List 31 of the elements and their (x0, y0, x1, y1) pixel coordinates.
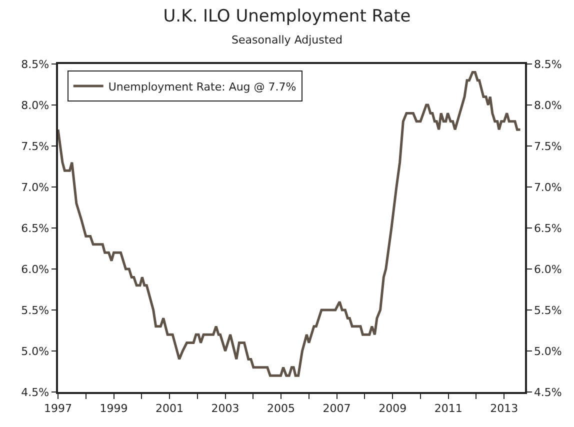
x-tick-label: 2009 (378, 402, 407, 415)
y-tick-label: 5.0% (21, 344, 50, 358)
y-tick-label: 5.5% (21, 304, 50, 317)
y2-tick-label: 6.0% (534, 262, 562, 276)
y-tick-label: 6.0% (21, 262, 50, 276)
y2-tick-label: 7.0% (534, 180, 562, 194)
x-tick-label: 1999 (100, 402, 128, 415)
y2-tick-label: 4.5% (534, 386, 562, 399)
x-tick-label: 2013 (490, 402, 518, 415)
y-tick-label: 6.5% (21, 222, 50, 235)
y-tick-label: 8.5% (21, 58, 50, 71)
y2-tick-label: 8.5% (534, 58, 562, 71)
x-tick-label: 2001 (156, 402, 184, 415)
x-tick-label: 1997 (44, 402, 72, 415)
y-tick-label: 7.5% (21, 140, 50, 153)
y-tick-label: 7.0% (21, 180, 50, 194)
line-series (58, 70, 522, 377)
chart-subtitle: Seasonally Adjusted (232, 33, 342, 46)
x-tick-label: 2003 (211, 402, 240, 415)
y2-tick-label: 5.5% (534, 304, 562, 317)
y2-tick-label: 6.5% (534, 222, 562, 235)
y2-tick-label: 8.0% (534, 98, 562, 112)
y-tick-label: 4.5% (21, 386, 50, 399)
y-tick-label: 8.0% (21, 98, 50, 112)
x-tick-label: 2007 (322, 402, 351, 415)
y2-tick-label: 5.0% (534, 344, 562, 358)
legend-label: Unemployment Rate: Aug @ 7.7% (108, 80, 296, 94)
x-tick-label: 2011 (434, 402, 462, 415)
chart-title: U.K. ILO Unemployment Rate (163, 6, 411, 26)
y2-tick-label: 7.5% (534, 140, 562, 153)
x-tick-label: 2005 (267, 402, 296, 415)
